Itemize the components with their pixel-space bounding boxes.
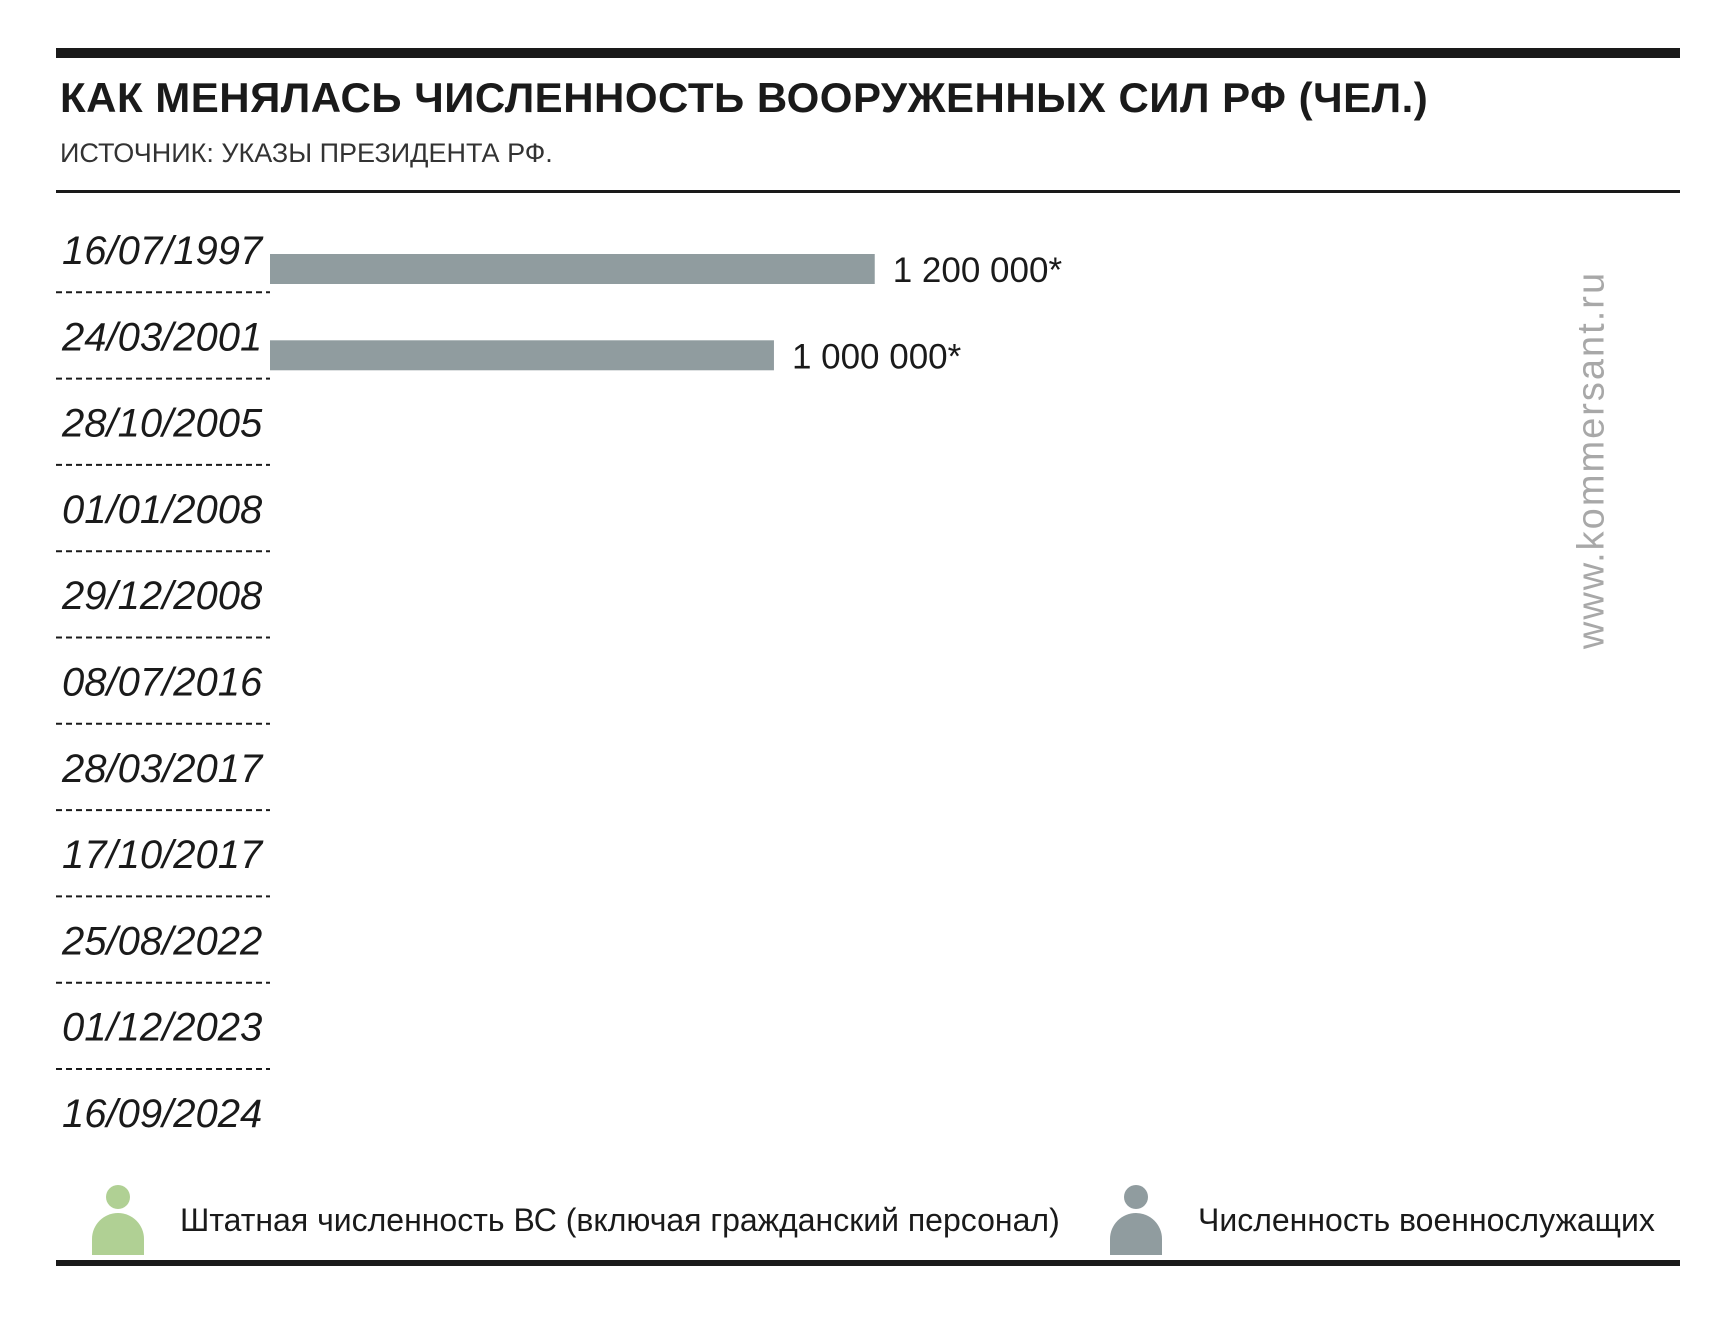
date-label: 01/01/2008	[62, 488, 263, 532]
legend-item-staff: Штатная численность ВС (включая гражданс…	[90, 1180, 1060, 1260]
date-label: 16/09/2024	[62, 1092, 262, 1136]
person-icon-gray	[1108, 1185, 1164, 1255]
top-rule	[56, 48, 1680, 58]
value-label-military: 1 000 000*	[792, 337, 962, 376]
date-label: 16/07/1997	[62, 229, 264, 273]
date-label: 29/12/2008	[61, 574, 263, 618]
date-label: 28/10/2005	[61, 402, 263, 446]
value-label-military: 1 200 000*	[893, 251, 1063, 290]
header-divider	[56, 190, 1680, 193]
date-label: 17/10/2017	[62, 833, 264, 877]
date-label: 24/03/2001	[61, 315, 262, 359]
legend-item-military: Численность военнослужащих	[1108, 1180, 1655, 1260]
date-label: 28/03/2017	[61, 747, 264, 791]
bar-military	[270, 340, 774, 371]
date-label: 08/07/2016	[62, 661, 263, 705]
bottom-rule	[56, 1260, 1680, 1266]
date-label: 01/12/2023	[62, 1006, 262, 1050]
watermark: www.kommersant.ru	[1570, 270, 1613, 650]
legend-label-military: Численность военнослужащих	[1198, 1201, 1655, 1238]
person-icon-green	[90, 1185, 146, 1255]
date-label: 25/08/2022	[61, 919, 262, 963]
bar-military	[270, 254, 875, 284]
chart-title: КАК МЕНЯЛАСЬ ЧИСЛЕННОСТЬ ВООРУЖЕННЫХ СИЛ…	[60, 74, 1429, 121]
chart-source: ИСТОЧНИК: УКАЗЫ ПРЕЗИДЕНТА РФ.	[60, 138, 553, 168]
legend-label-staff: Штатная численность ВС (включая гражданс…	[180, 1201, 1060, 1238]
